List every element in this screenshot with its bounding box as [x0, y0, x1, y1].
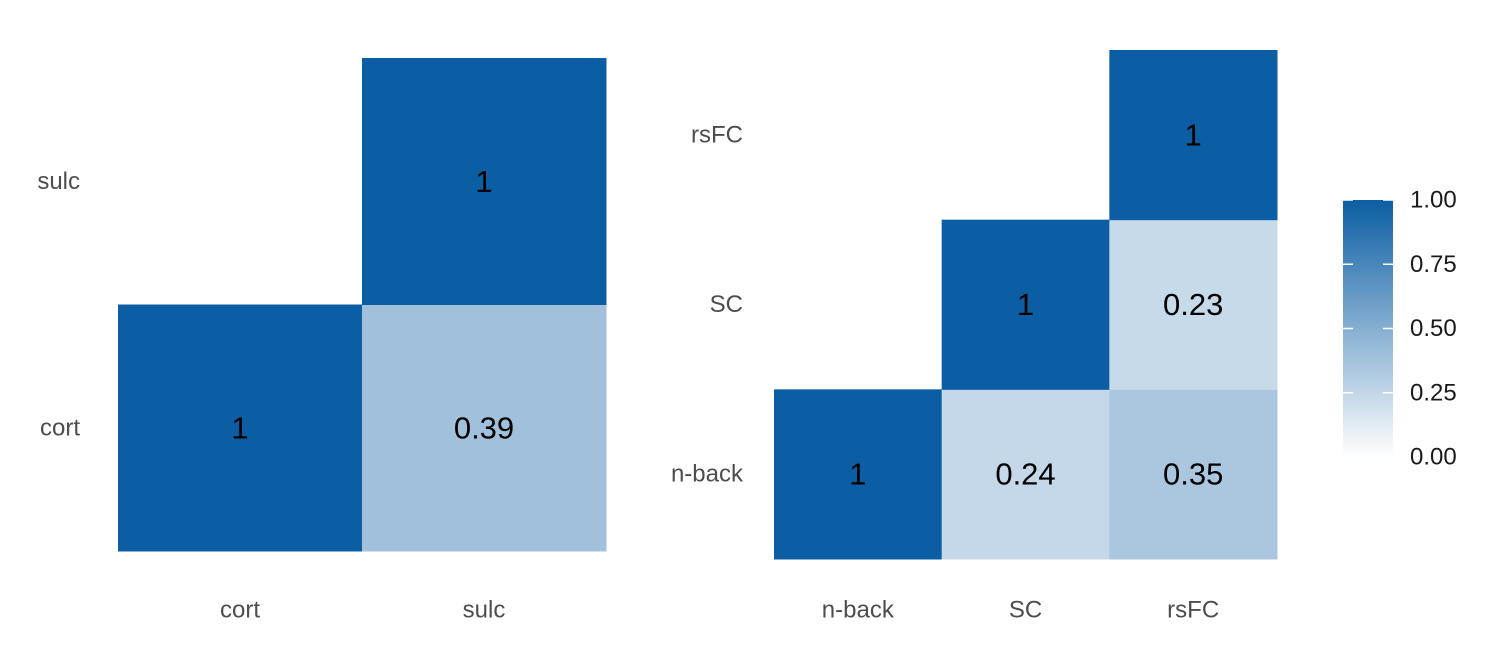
cell-value-label: 1 — [231, 410, 248, 445]
cell-value-label: 0.35 — [1163, 457, 1223, 492]
y-tick-label: sulc — [37, 168, 80, 195]
heatmap-cell-cort-cort — [118, 304, 363, 552]
heatmap-cell-SC-n-back — [941, 389, 1110, 560]
cell-value-label: 0.24 — [995, 457, 1055, 492]
colorbar-tick-label: 1.00 — [1410, 187, 1457, 214]
heatmap-cell-n-back-n-back — [774, 389, 943, 560]
colorbar-tick-label: 0.25 — [1410, 379, 1457, 406]
x-tick-label: SC — [1009, 597, 1042, 624]
x-tick-label: sulc — [463, 597, 506, 624]
colorbar-legend: 0.00 0.25 0.50 0.75 1.00 — [1343, 187, 1457, 471]
colorbar-tick-label: 0.50 — [1410, 315, 1457, 342]
cell-value-label: 1 — [1185, 117, 1202, 152]
heatmap-panel-1: 1 0.39 1 cort sulc cort sulc — [37, 58, 607, 624]
heatmap-cell-rsFC-rsFC — [1109, 50, 1278, 221]
heatmap-cell-sulc-sulc — [362, 58, 607, 305]
x-tick-label: n-back — [822, 597, 895, 624]
y-tick-label: rsFC — [691, 121, 743, 148]
cell-value-label: 1 — [1017, 287, 1034, 322]
heatmap-panel-2: 1 0.24 0.35 1 0.23 1 n-back SC rsFC n-back SC rsFC — [671, 50, 1278, 624]
cell-value-label: 1 — [849, 457, 866, 492]
cell-value-label: 0.39 — [454, 410, 514, 445]
y-tick-label: n-back — [671, 461, 744, 488]
heatmap-cell-rsFC-n-back — [1109, 389, 1278, 560]
y-tick-label: SC — [710, 291, 743, 318]
cell-value-label: 1 — [475, 164, 492, 199]
y-tick-label: cort — [40, 414, 80, 441]
heatmap-cell-SC-SC — [941, 219, 1110, 390]
x-tick-label: cort — [220, 597, 260, 624]
heatmap-cell-sulc-cort — [362, 304, 607, 552]
heatmap-cell-rsFC-SC — [1109, 219, 1278, 390]
x-tick-label: rsFC — [1167, 597, 1219, 624]
cell-value-label: 0.23 — [1163, 287, 1223, 322]
colorbar-tick-label: 0.75 — [1410, 251, 1457, 278]
colorbar-tick-label: 0.00 — [1410, 444, 1457, 471]
